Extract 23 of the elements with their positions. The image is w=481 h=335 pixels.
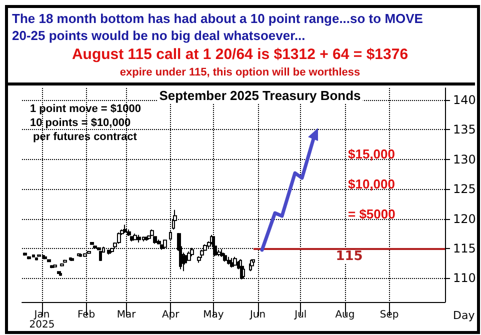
x-axis-title: Day	[453, 309, 476, 322]
text: The 18 month bottom has had about a 10 point range...so to MOVE 20-25 points would be no big deal whatsoever...	[12, 11, 424, 43]
ref-line-label: 115	[336, 249, 363, 264]
text: August 115 call at 1 20/64 is $1312 + 64 = $1376	[72, 46, 408, 63]
text: expire under 115, this option will be worthless	[120, 66, 360, 78]
annotation: $10,000	[348, 176, 395, 192]
x-tick-label: Aug	[335, 310, 355, 320]
annotation: $15,000	[348, 146, 395, 162]
y-tick-label: 135	[453, 122, 476, 137]
x-tick-label: Sep	[380, 310, 399, 320]
annotation: = $5000	[348, 206, 396, 222]
x-tick-label: Feb	[77, 310, 96, 320]
y-tick-label: 125	[453, 182, 476, 196]
x-tick-label: Jan 2025	[29, 310, 55, 330]
y-tick-label: 130	[453, 152, 476, 166]
y-tick-label: 120	[453, 212, 476, 226]
x-tick-label: Jul	[294, 310, 307, 320]
x-tick-label: May	[203, 310, 224, 320]
x-tick-label: Mar	[116, 310, 137, 320]
chart-title: September 2025 Treasury Bonds	[159, 88, 361, 103]
y-tick-label: 115	[453, 242, 476, 256]
y-tick-label: 110	[453, 271, 476, 286]
y-tick-label: 140	[453, 92, 476, 107]
